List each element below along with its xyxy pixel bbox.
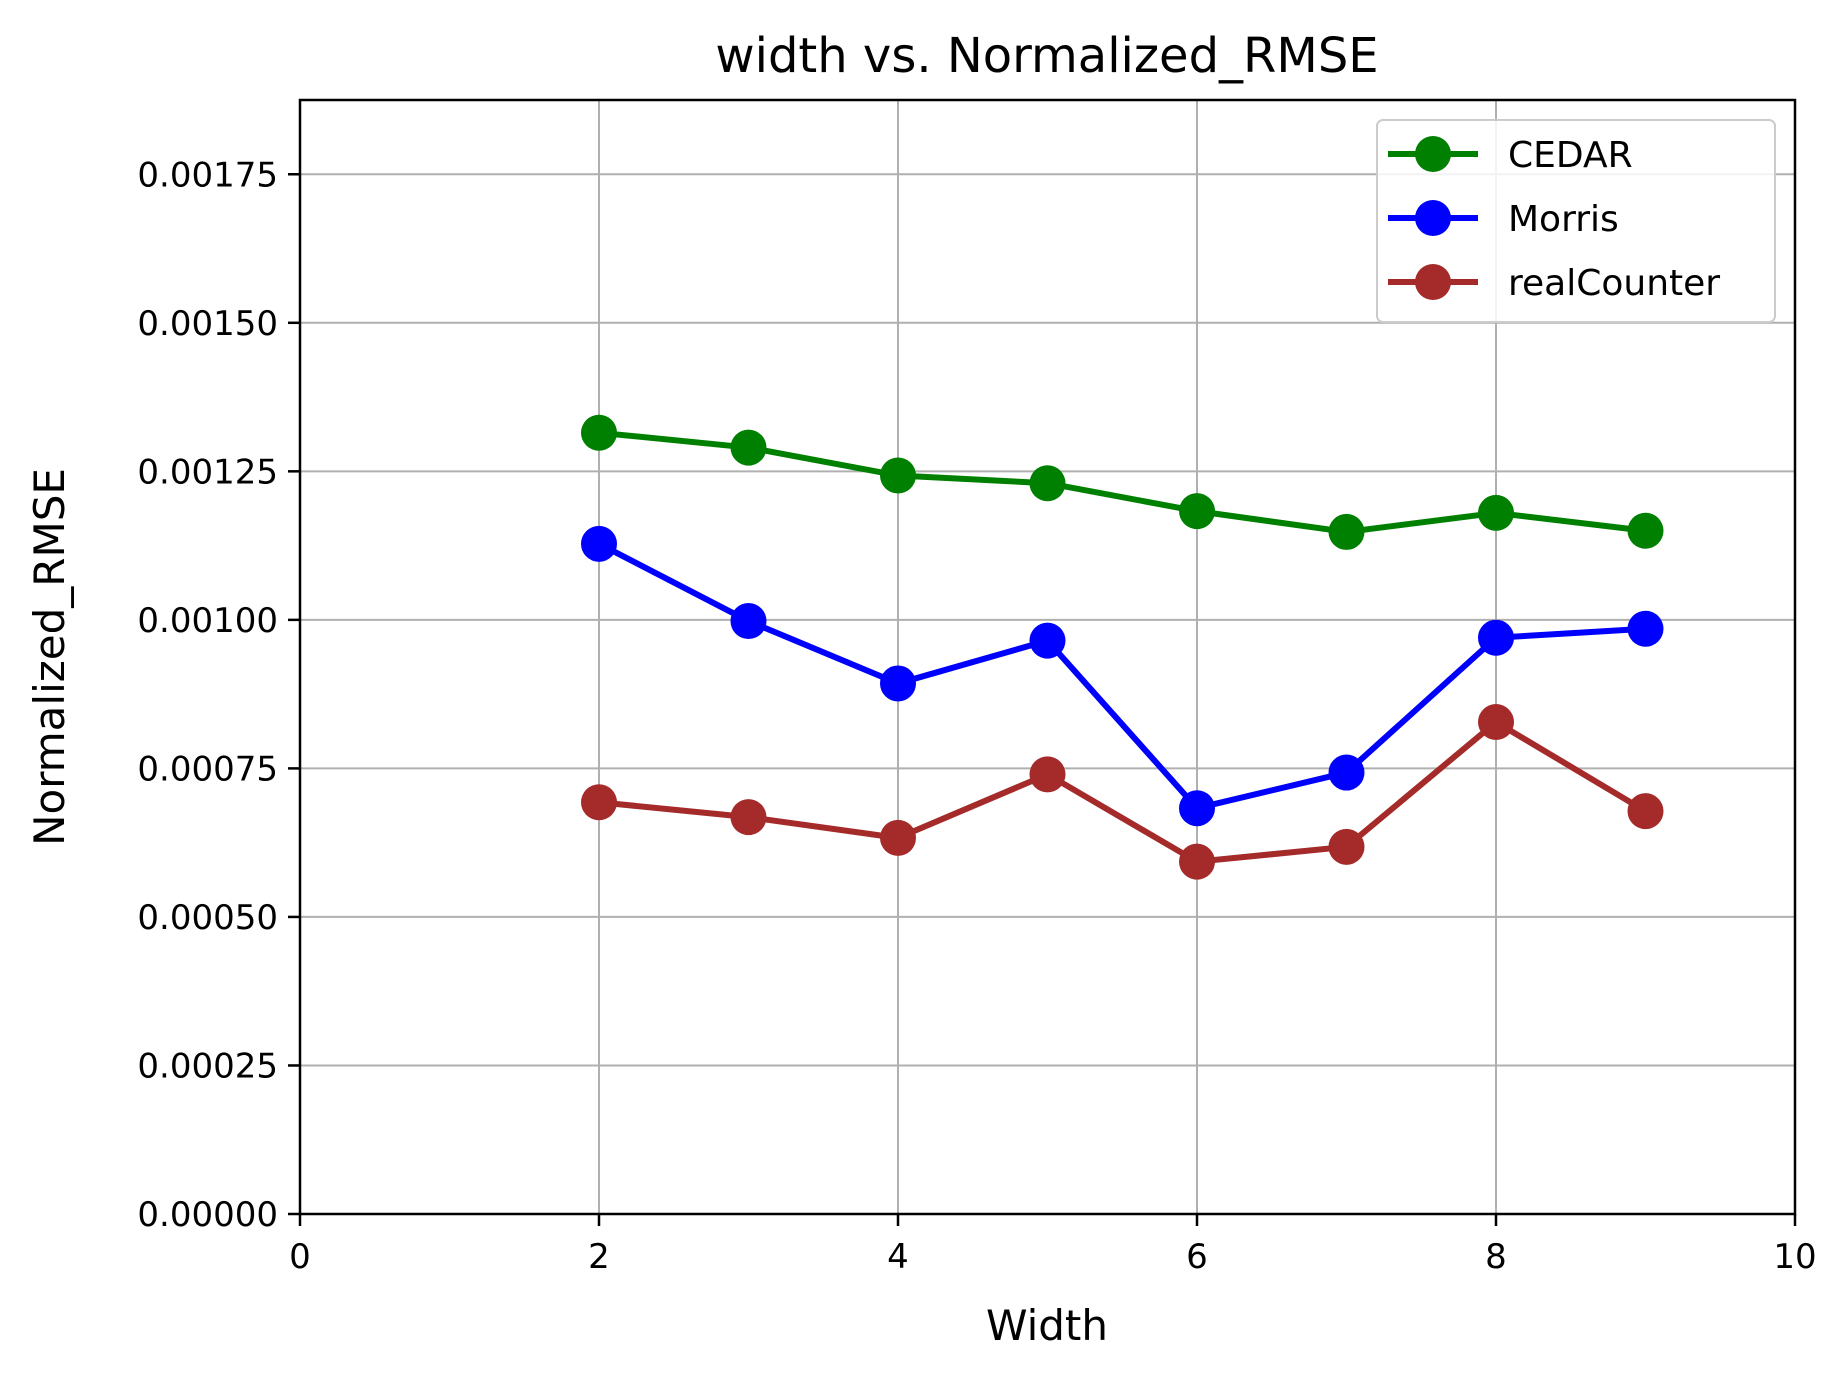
- legend-marker: [1415, 200, 1451, 236]
- data-point-morris: [880, 665, 916, 702]
- series-line-morris: [597, 541, 1646, 812]
- data-point-realcounter: [1328, 828, 1365, 865]
- data-point-morris: [1627, 610, 1664, 647]
- data-point-morris: [581, 525, 617, 562]
- series-line-cedar: [598, 429, 1646, 535]
- legend-marker: [1415, 136, 1451, 172]
- x-tick-label: 6: [1186, 1237, 1208, 1277]
- data-point-realcounter: [730, 799, 767, 836]
- x-tick-label: 10: [1773, 1237, 1816, 1277]
- data-point-cedar: [1179, 493, 1215, 530]
- series-cedar: [581, 414, 1664, 550]
- y-tick-label: 0.00050: [137, 898, 278, 938]
- series-line-realcounter: [598, 719, 1648, 865]
- data-point-cedar: [1478, 494, 1514, 531]
- axes-frame: [298, 98, 1797, 1216]
- data-point-morris: [730, 603, 767, 640]
- data-point-cedar: [1029, 465, 1066, 502]
- legend-entry-realcounter: realCounter: [1388, 263, 1720, 304]
- y-tick-label: 0.00100: [137, 601, 278, 641]
- legend-label: CEDAR: [1508, 135, 1633, 176]
- legend-box: [1376, 119, 1776, 323]
- data-point-morris: [1328, 754, 1365, 791]
- data-point-realcounter: [1478, 704, 1514, 741]
- data-point-realcounter: [1029, 756, 1066, 793]
- x-tick-label: 2: [588, 1237, 610, 1277]
- y-axis-label: Normalized_RMSE: [25, 468, 74, 846]
- legend-label: Morris: [1508, 199, 1619, 240]
- data-point-realcounter: [880, 819, 916, 856]
- series-layer: [581, 414, 1664, 880]
- data-point-morris: [1179, 790, 1215, 827]
- x-tick-label: 0: [289, 1237, 311, 1277]
- y-tick-label: 0.00025: [137, 1046, 278, 1086]
- legend-label: realCounter: [1508, 263, 1720, 304]
- x-tick-label: 8: [1485, 1237, 1507, 1277]
- data-point-morris: [1478, 619, 1514, 656]
- data-point-cedar: [1627, 512, 1664, 549]
- y-tick-label: 0.00075: [137, 749, 278, 789]
- data-point-cedar: [1328, 513, 1365, 550]
- legend-marker: [1415, 264, 1451, 300]
- x-tick-label: 4: [887, 1237, 909, 1277]
- data-point-realcounter: [581, 784, 617, 821]
- legend-entry-morris: Morris: [1388, 199, 1619, 240]
- data-point-morris: [1029, 622, 1066, 659]
- series-realcounter: [581, 704, 1664, 880]
- data-point-realcounter: [1179, 843, 1215, 880]
- legend-entry-cedar: CEDAR: [1388, 135, 1633, 176]
- series-morris: [581, 525, 1664, 827]
- y-tick-label: 0.00000: [137, 1195, 278, 1235]
- legend: CEDAR Morris realCounter: [1376, 119, 1776, 323]
- x-axis-label: Width: [986, 1301, 1108, 1350]
- ticks: 0 2 4 6 8 10 0.00000 0.00025 0.00050 0.00075 0.001…: [137, 155, 1816, 1277]
- y-tick-label: 0.00125: [137, 452, 278, 492]
- chart-title: width vs. Normalized_RMSE: [715, 28, 1378, 84]
- y-tick-label: 0.00150: [137, 304, 278, 344]
- y-tick-label: 0.00175: [137, 155, 278, 195]
- data-point-realcounter: [1627, 793, 1664, 830]
- data-point-cedar: [880, 457, 916, 494]
- data-point-cedar: [730, 429, 767, 466]
- data-point-cedar: [581, 414, 617, 451]
